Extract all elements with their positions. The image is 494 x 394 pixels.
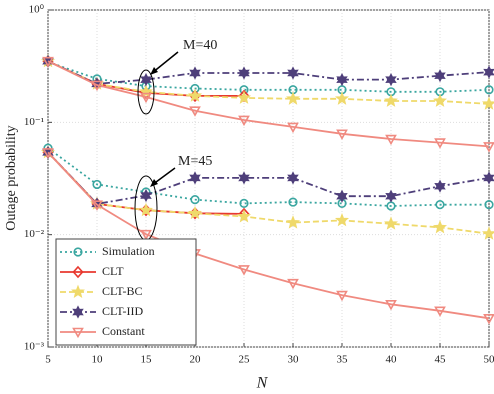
marker bbox=[239, 198, 249, 208]
marker bbox=[188, 205, 202, 220]
marker bbox=[336, 129, 348, 140]
marker bbox=[92, 179, 102, 190]
marker bbox=[483, 314, 494, 325]
marker bbox=[287, 66, 299, 80]
marker bbox=[384, 216, 398, 230]
x-tick-label: 35 bbox=[337, 354, 349, 366]
x-tick-label: 15 bbox=[141, 354, 153, 366]
marker bbox=[286, 215, 300, 229]
marker bbox=[433, 220, 447, 234]
legend-marker bbox=[72, 265, 84, 279]
ellipse bbox=[137, 69, 155, 115]
marker bbox=[238, 115, 250, 127]
marker bbox=[287, 278, 299, 290]
marker bbox=[238, 265, 250, 276]
marker bbox=[484, 200, 494, 210]
marker bbox=[336, 290, 348, 302]
marker bbox=[385, 299, 397, 311]
marker bbox=[287, 122, 299, 134]
marker bbox=[385, 189, 397, 203]
marker bbox=[435, 200, 445, 210]
series-line bbox=[47, 60, 490, 148]
marker bbox=[336, 73, 348, 87]
y-tick-label: 10⁻² bbox=[24, 228, 45, 240]
marker bbox=[189, 171, 201, 185]
marker bbox=[189, 106, 201, 117]
y-axis-label: Outage probability bbox=[4, 125, 19, 230]
marker bbox=[336, 189, 348, 203]
marker bbox=[385, 73, 397, 87]
annotation: M=45 bbox=[178, 154, 212, 169]
legend-marker bbox=[73, 247, 83, 257]
series-line bbox=[47, 60, 490, 85]
marker bbox=[434, 179, 446, 193]
x-tick-label: 30 bbox=[288, 354, 300, 366]
marker bbox=[385, 134, 397, 146]
annotation: M=40 bbox=[183, 38, 217, 53]
x-tick-label: 25 bbox=[239, 354, 251, 366]
marker bbox=[42, 148, 54, 159]
marker bbox=[335, 213, 349, 227]
y-tick-label: 10⁰ bbox=[29, 4, 45, 16]
marker bbox=[482, 226, 494, 240]
x-tick-label: 10 bbox=[92, 354, 104, 366]
series-line bbox=[47, 151, 490, 205]
marker bbox=[42, 56, 54, 68]
marker bbox=[433, 93, 447, 107]
series-line bbox=[47, 60, 490, 105]
marker bbox=[189, 66, 201, 80]
x-tick-label: 20 bbox=[190, 354, 202, 366]
marker bbox=[140, 229, 152, 241]
marker bbox=[287, 171, 299, 185]
marker bbox=[190, 195, 200, 205]
series-line bbox=[47, 147, 489, 207]
legend-label: CLT bbox=[102, 264, 124, 278]
x-tick-label: 50 bbox=[484, 354, 494, 366]
arrow bbox=[151, 51, 179, 74]
x-tick-label: 45 bbox=[435, 354, 447, 366]
marker bbox=[434, 306, 446, 317]
marker bbox=[238, 66, 250, 80]
marker bbox=[140, 92, 152, 104]
marker bbox=[140, 73, 152, 87]
legend-marker bbox=[72, 327, 84, 339]
marker bbox=[434, 138, 446, 149]
legend-label: CLT-IID bbox=[102, 304, 143, 318]
legend-marker bbox=[72, 305, 84, 319]
marker bbox=[91, 80, 103, 92]
plot-area bbox=[41, 53, 494, 325]
marker bbox=[434, 69, 446, 83]
marker bbox=[482, 96, 494, 110]
arrow-head bbox=[150, 67, 158, 75]
legend-label: Simulation bbox=[102, 244, 155, 258]
arrow-head bbox=[150, 179, 158, 187]
x-axis-label: N bbox=[256, 375, 269, 392]
marker bbox=[139, 84, 153, 98]
marker bbox=[483, 142, 494, 153]
legend: Simulation CLT CLT-BC CLT-IID Constant bbox=[55, 238, 197, 346]
marker bbox=[140, 188, 152, 203]
marker bbox=[384, 93, 398, 107]
marker bbox=[237, 90, 251, 104]
marker bbox=[484, 85, 494, 95]
x-tick-label: 5 bbox=[45, 354, 51, 366]
legend-label: CLT-BC bbox=[102, 284, 142, 298]
series-line bbox=[47, 151, 490, 320]
series-line bbox=[47, 151, 490, 235]
marker bbox=[139, 202, 153, 217]
legend-marker bbox=[71, 284, 85, 299]
marker bbox=[288, 197, 298, 207]
x-tick-label: 40 bbox=[386, 354, 398, 366]
marker bbox=[286, 91, 300, 105]
marker bbox=[237, 209, 251, 223]
legend-label: Constant bbox=[102, 324, 145, 338]
marker bbox=[335, 91, 349, 105]
marker bbox=[91, 200, 103, 211]
marker bbox=[238, 171, 250, 185]
y-tick-label: 10⁻³ bbox=[24, 341, 45, 353]
marker bbox=[188, 88, 202, 102]
y-tick-label: 10⁻¹ bbox=[24, 116, 44, 128]
